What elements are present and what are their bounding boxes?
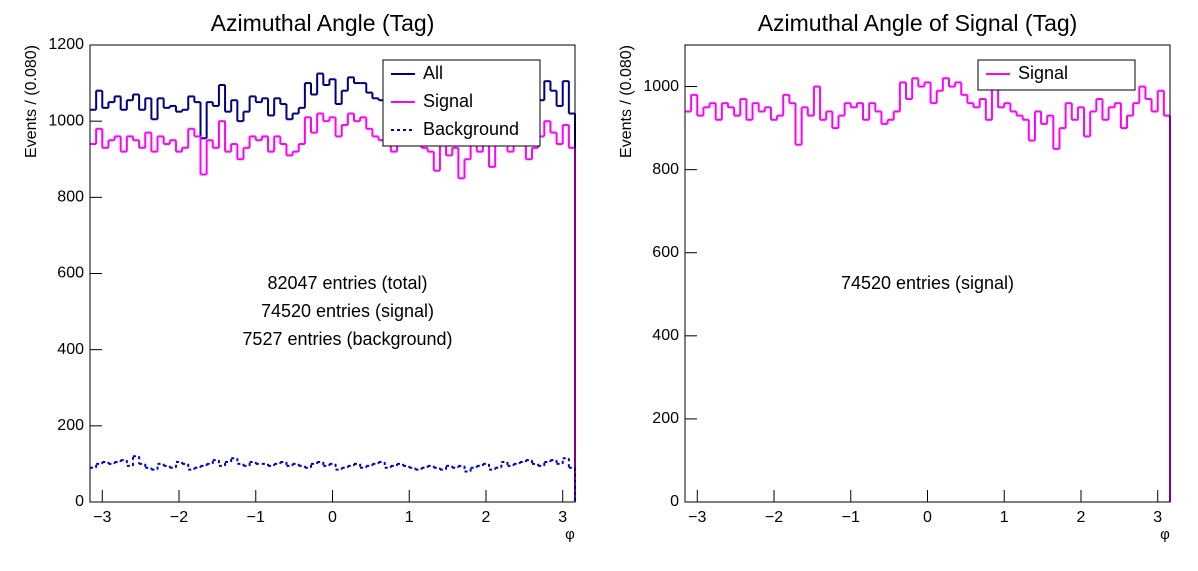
x-axis-label: φ [1160, 526, 1170, 543]
chart-title: Azimuthal Angle (Tag) [211, 10, 435, 36]
annotation: 7527 entries (background) [242, 329, 452, 349]
annotation: 82047 entries (total) [267, 273, 427, 293]
legend-label: Signal [423, 91, 473, 111]
y-tick-label: 0 [75, 493, 84, 510]
x-tick-label: 2 [1077, 509, 1086, 526]
y-tick-label: 400 [57, 341, 84, 358]
x-tick-label: 3 [1153, 509, 1162, 526]
y-tick-label: 600 [652, 244, 679, 261]
y-tick-label: 200 [57, 417, 84, 434]
y-tick-label: 800 [652, 161, 679, 178]
chart-title: Azimuthal Angle of Signal (Tag) [758, 10, 1078, 36]
y-axis-label: Events / (0.080) [23, 45, 40, 158]
x-tick-label: −2 [170, 509, 188, 526]
x-tick-label: 1 [405, 509, 414, 526]
x-tick-label: −2 [765, 509, 783, 526]
x-tick-label: −1 [842, 509, 860, 526]
y-axis-label: Events / (0.080) [618, 45, 635, 158]
y-tick-label: 1000 [643, 78, 679, 95]
annotation: 74520 entries (signal) [261, 301, 434, 321]
x-tick-label: −3 [688, 509, 706, 526]
x-tick-label: 3 [558, 509, 567, 526]
x-axis-label: φ [565, 526, 575, 543]
x-tick-label: −3 [93, 509, 111, 526]
legend-label: All [423, 63, 443, 83]
y-tick-label: 400 [652, 327, 679, 344]
annotation: 74520 entries (signal) [841, 273, 1014, 293]
histogram-step [95, 456, 576, 502]
y-tick-label: 800 [57, 189, 84, 206]
x-tick-label: 0 [328, 509, 337, 526]
x-tick-label: −1 [247, 509, 265, 526]
x-tick-label: 2 [482, 509, 491, 526]
y-tick-label: 0 [670, 493, 679, 510]
legend-label: Background [423, 119, 519, 139]
y-tick-label: 600 [57, 265, 84, 282]
y-tick-label: 200 [652, 410, 679, 427]
x-tick-label: 1 [1000, 509, 1009, 526]
legend-label: Signal [1018, 63, 1068, 83]
y-tick-label: 1000 [48, 112, 84, 129]
y-tick-label: 1200 [48, 36, 84, 53]
histogram-step [690, 78, 1171, 502]
x-tick-label: 0 [923, 509, 932, 526]
